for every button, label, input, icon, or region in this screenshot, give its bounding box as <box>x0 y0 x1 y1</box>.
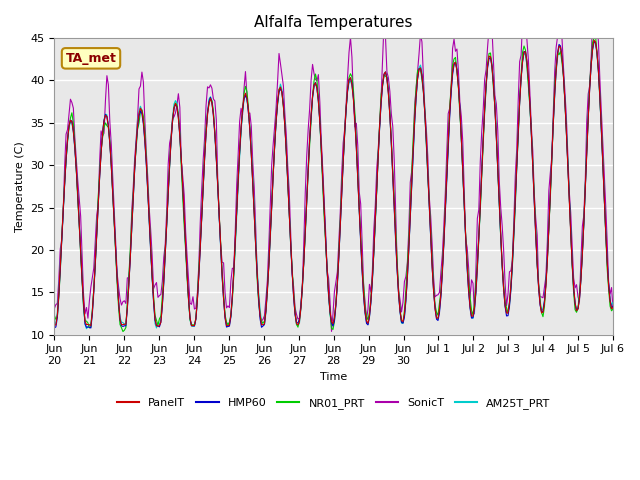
NR01_PRT <box>533 261 541 266</box>
HMP60 <box>609 303 617 309</box>
AM25T_PRT <box>591 39 599 45</box>
Text: TA_met: TA_met <box>65 52 116 65</box>
Title: Alfalfa Temperatures: Alfalfa Temperatures <box>255 15 413 30</box>
HMP60 <box>51 325 58 331</box>
SonicT <box>70 105 77 111</box>
AM25T_PRT <box>70 130 77 135</box>
NR01_PRT <box>51 312 58 318</box>
SonicT <box>520 9 528 14</box>
AM25T_PRT <box>609 300 617 305</box>
PanelT <box>87 323 95 328</box>
SonicT <box>450 36 458 42</box>
NR01_PRT <box>339 157 347 163</box>
NR01_PRT <box>608 308 616 313</box>
HMP60 <box>87 325 95 331</box>
PanelT <box>154 324 162 329</box>
HMP60 <box>608 305 616 311</box>
SonicT <box>609 306 617 312</box>
PanelT <box>339 158 347 164</box>
HMP60 <box>533 261 541 267</box>
Line: AM25T_PRT: AM25T_PRT <box>54 42 613 329</box>
SonicT <box>51 306 58 312</box>
HMP60 <box>339 160 347 166</box>
Line: NR01_PRT: NR01_PRT <box>54 36 613 332</box>
NR01_PRT <box>609 306 617 312</box>
HMP60 <box>590 38 598 44</box>
Line: SonicT: SonicT <box>54 12 613 331</box>
NR01_PRT <box>591 33 599 38</box>
HMP60 <box>88 312 96 317</box>
X-axis label: Time: Time <box>320 372 348 382</box>
HMP60 <box>450 61 458 67</box>
SonicT <box>87 284 95 290</box>
AM25T_PRT <box>88 307 96 313</box>
SonicT <box>339 140 347 146</box>
SonicT <box>608 285 616 290</box>
HMP60 <box>70 128 77 134</box>
PanelT <box>450 60 458 66</box>
Line: HMP60: HMP60 <box>54 41 613 328</box>
NR01_PRT <box>70 121 77 127</box>
AM25T_PRT <box>533 261 541 267</box>
NR01_PRT <box>119 329 127 335</box>
AM25T_PRT <box>450 61 458 67</box>
PanelT <box>533 260 541 266</box>
AM25T_PRT <box>51 322 58 328</box>
Line: PanelT: PanelT <box>54 40 613 326</box>
NR01_PRT <box>450 56 458 62</box>
PanelT <box>70 129 77 134</box>
PanelT <box>608 306 616 312</box>
AM25T_PRT <box>339 158 347 164</box>
Legend: PanelT, HMP60, NR01_PRT, SonicT, AM25T_PRT: PanelT, HMP60, NR01_PRT, SonicT, AM25T_P… <box>113 394 555 413</box>
SonicT <box>328 328 335 334</box>
SonicT <box>535 280 543 286</box>
NR01_PRT <box>87 324 95 330</box>
Y-axis label: Temperature (C): Temperature (C) <box>15 141 25 232</box>
PanelT <box>51 322 58 328</box>
PanelT <box>590 37 598 43</box>
AM25T_PRT <box>608 302 616 308</box>
AM25T_PRT <box>83 326 90 332</box>
PanelT <box>609 304 617 310</box>
